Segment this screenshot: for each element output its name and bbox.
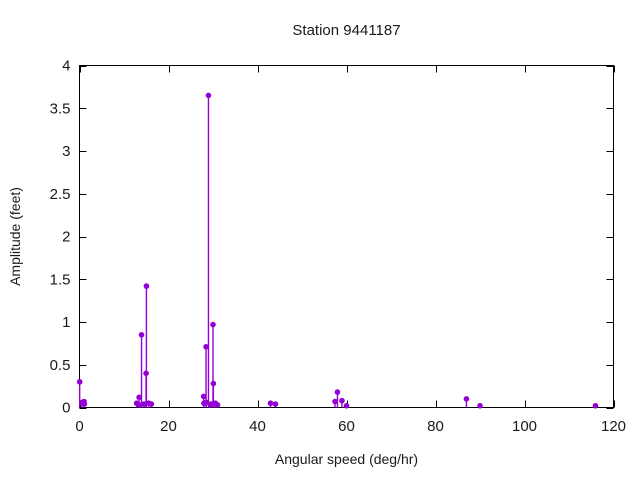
x-tick-label: 0 xyxy=(75,418,83,435)
data-point xyxy=(210,380,217,387)
data-point xyxy=(136,402,143,408)
data-point-markers xyxy=(76,92,599,409)
x-tick-label: 20 xyxy=(160,418,177,435)
x-tick-label: 100 xyxy=(512,418,537,435)
data-point xyxy=(136,394,142,401)
data-point xyxy=(148,401,155,407)
y-tick-label: 3.5 xyxy=(50,100,71,117)
y-tick-label: 2.5 xyxy=(50,186,71,203)
x-tick-label: 80 xyxy=(427,418,444,435)
data-point xyxy=(143,370,149,377)
data-point xyxy=(267,400,274,407)
data-point xyxy=(214,402,221,408)
data-point xyxy=(81,401,88,407)
data-point xyxy=(272,401,279,407)
data-point xyxy=(200,393,207,400)
data-point xyxy=(343,402,350,409)
plot-area-border xyxy=(79,65,614,408)
y-axis-label: Amplitude (feet) xyxy=(7,187,23,286)
data-point xyxy=(138,332,145,338)
y-tick-label: 0.5 xyxy=(50,357,71,374)
data-point xyxy=(141,401,147,407)
stem-lines xyxy=(78,95,597,408)
data-point xyxy=(477,402,483,409)
y-tick-label: 0 xyxy=(62,400,70,417)
data-point xyxy=(210,321,216,328)
data-point xyxy=(592,402,599,409)
data-point xyxy=(203,399,210,406)
chart-title: Station 9441187 xyxy=(292,22,400,39)
data-point xyxy=(339,397,345,404)
data-point xyxy=(76,379,83,385)
data-point xyxy=(205,92,212,99)
data-point xyxy=(334,389,341,395)
x-tick-label: 60 xyxy=(338,418,355,435)
data-point xyxy=(203,343,209,350)
x-axis-label: Angular speed (deg/hr) xyxy=(275,451,418,467)
axis-tick-labels: 0 20 40 60 80 100 120 0 0.5 1 1.5 2 2.5 3 3.5 4 xyxy=(50,58,626,436)
y-tick-label: 4 xyxy=(62,58,70,75)
y-tick-label: 2 xyxy=(62,229,70,246)
y-tick-label: 1 xyxy=(62,314,70,331)
data-point xyxy=(143,283,150,289)
axis-ticks xyxy=(79,65,615,409)
x-tick-label: 120 xyxy=(601,418,626,435)
data-point xyxy=(463,396,470,402)
x-tick-label: 40 xyxy=(249,418,266,435)
y-tick-label: 3 xyxy=(62,143,70,160)
y-tick-label: 1.5 xyxy=(50,271,71,288)
data-point xyxy=(332,398,338,405)
